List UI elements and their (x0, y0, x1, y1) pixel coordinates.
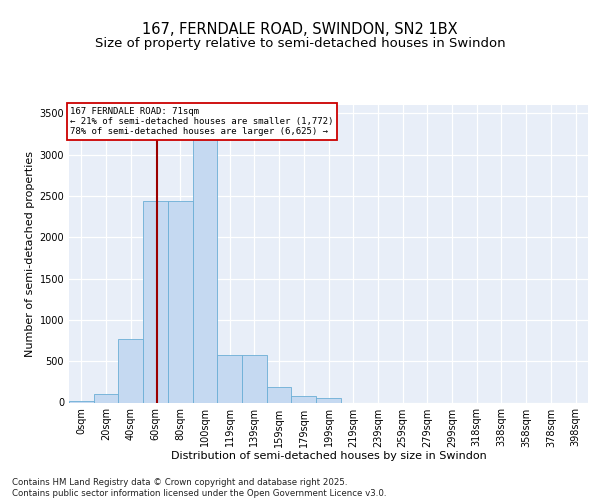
Bar (94, 394, 118, 402)
Text: 167, FERNDALE ROAD, SWINDON, SN2 1BX: 167, FERNDALE ROAD, SWINDON, SN2 1BX (142, 22, 458, 38)
Y-axis label: Number of semi-detached properties: Number of semi-detached properties (25, 151, 35, 357)
Text: Contains HM Land Registry data © Crown copyright and database right 2025.
Contai: Contains HM Land Registry data © Crown c… (12, 478, 386, 498)
Bar (316, 398, 341, 402)
Text: 167 FERNDALE ROAD: 71sqm
← 21% of semi-detached houses are smaller (1,772)
78% o: 167 FERNDALE ROAD: 71sqm ← 21% of semi-d… (70, 106, 334, 136)
Text: Size of property relative to semi-detached houses in Swindon: Size of property relative to semi-detach… (95, 38, 505, 51)
Bar (118, 339, 143, 402)
Bar (193, 128, 217, 402)
Bar (143, 201, 168, 402)
Bar (292, 396, 316, 402)
Bar (267, 387, 292, 402)
Bar (69, 401, 94, 402)
Bar (217, 354, 242, 403)
Bar (242, 354, 267, 403)
Bar (168, 201, 193, 402)
X-axis label: Distribution of semi-detached houses by size in Swindon: Distribution of semi-detached houses by … (170, 451, 487, 461)
